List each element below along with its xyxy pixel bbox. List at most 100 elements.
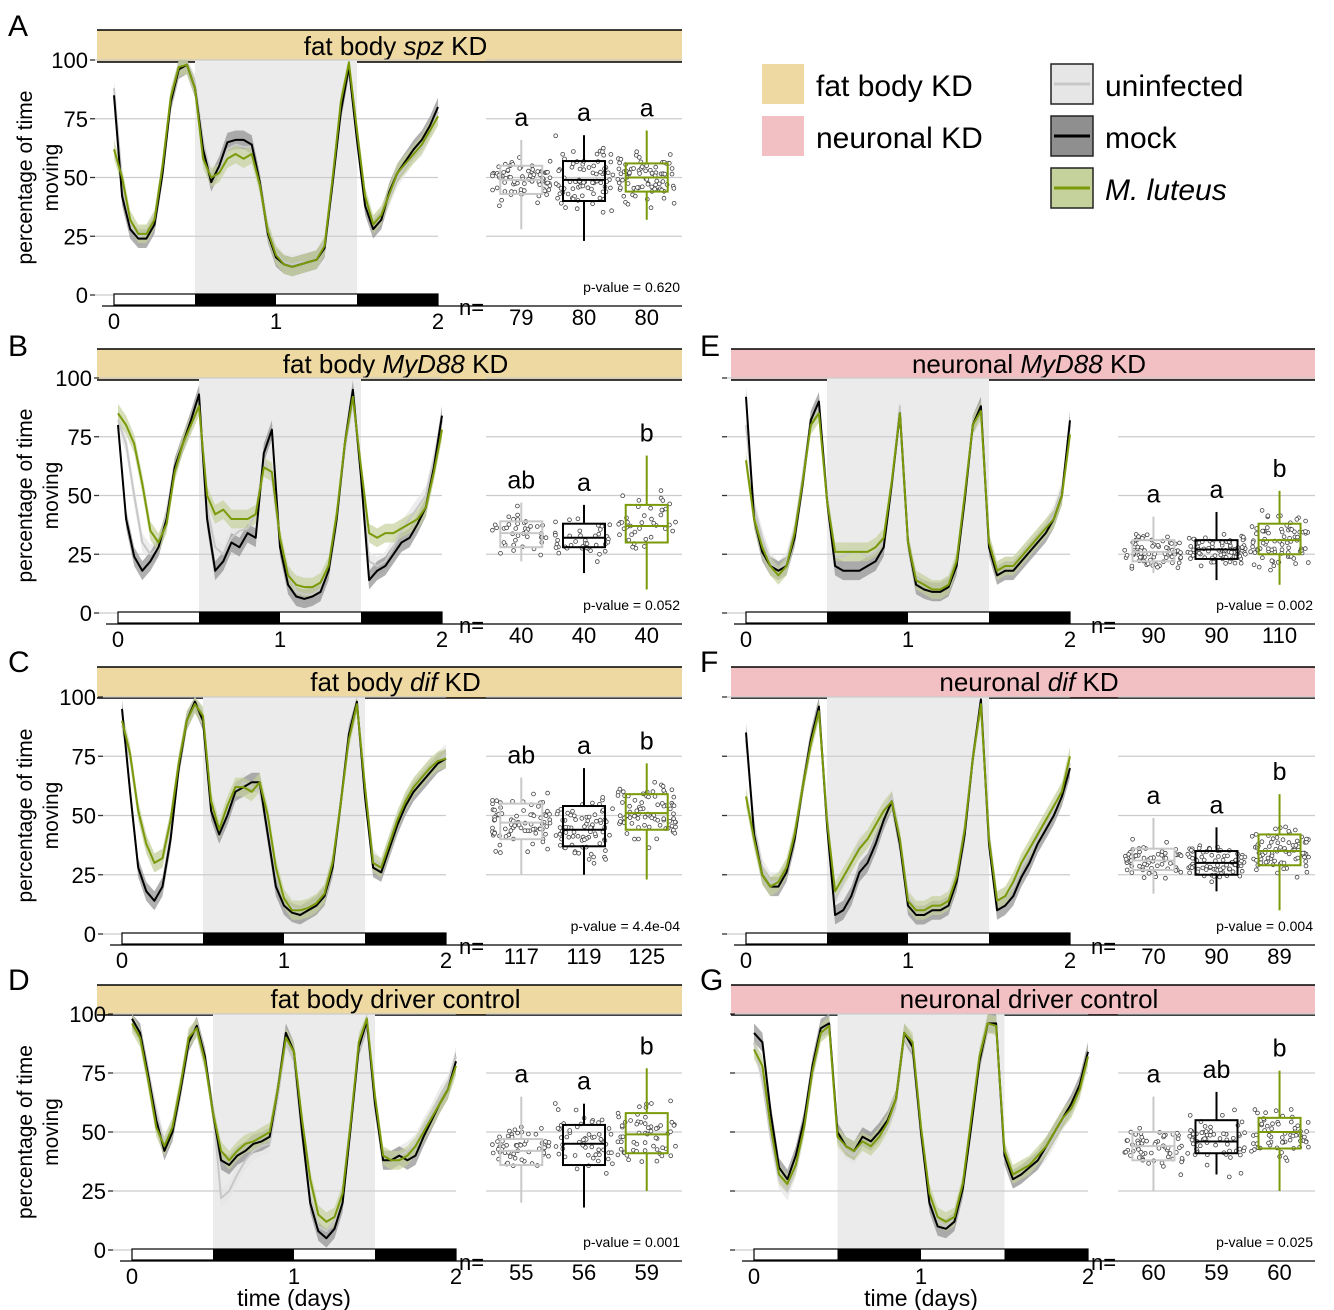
jitter-point: [547, 811, 552, 817]
jitter-point: [608, 152, 614, 157]
y-axis-label: moving: [40, 144, 63, 212]
jitter-point: [592, 812, 598, 817]
x-tick-label: 2: [432, 309, 444, 334]
jitter-point: [590, 1155, 596, 1161]
jitter-point: [533, 1131, 539, 1137]
n-value: 89: [1267, 944, 1291, 969]
box-iqr: [624, 503, 669, 544]
jitter-point: [502, 826, 508, 832]
title-part: fat body: [304, 31, 404, 61]
x-tick-label: 2: [1082, 1264, 1094, 1289]
jitter-point: [610, 1161, 615, 1167]
jitter-point: [641, 513, 647, 518]
series-line-1: [121, 700, 447, 916]
n-prefix: n=: [1091, 934, 1116, 959]
jitter-point: [1304, 869, 1310, 875]
title-part: KD: [437, 667, 480, 697]
jitter-point: [1137, 1126, 1142, 1131]
jitter-point: [600, 795, 605, 800]
jitter-point: [1187, 1113, 1193, 1118]
jitter-point: [625, 181, 631, 186]
jitter-point: [620, 177, 625, 183]
jitter-point: [515, 512, 520, 518]
jitter-point: [669, 171, 675, 177]
jitter-point: [618, 1139, 624, 1145]
jitter-point: [1203, 1129, 1209, 1134]
x-tick-label: 0: [748, 1264, 760, 1289]
title-part: fat body: [310, 667, 410, 697]
jitter-point: [1225, 1141, 1230, 1147]
jitter-point: [1202, 1124, 1208, 1129]
y-axis-label: percentage of time: [14, 91, 37, 265]
jitter-point: [1272, 858, 1277, 864]
jitter-point: [546, 1153, 551, 1159]
jitter-point: [1281, 866, 1286, 871]
panel-title: neuronal dif KD: [939, 667, 1118, 697]
jitter-point: [521, 188, 527, 193]
jitter-point: [528, 524, 533, 529]
significance-letter: a: [577, 732, 591, 760]
significance-letter: b: [640, 420, 654, 448]
jitter-point: [535, 200, 540, 206]
jitter-point: [637, 1104, 642, 1109]
jitter-point: [600, 149, 605, 154]
jitter-point: [625, 201, 631, 207]
jitter-point: [498, 550, 503, 556]
jitter-point: [1164, 555, 1169, 560]
jitter-point: [1248, 549, 1253, 554]
jitter-point: [514, 1143, 520, 1148]
jitter-point: [594, 818, 599, 824]
jitter-point: [552, 1101, 558, 1106]
jitter-point: [1163, 855, 1169, 861]
jitter-point: [589, 1144, 595, 1150]
jitter-point: [1231, 1136, 1236, 1141]
jitter-point: [1306, 1144, 1311, 1150]
jitter-point: [643, 168, 648, 174]
n-value: 59: [1204, 1260, 1228, 1285]
jitter-point: [1306, 854, 1311, 860]
panel-letter: C: [8, 646, 30, 679]
jitter-point: [1227, 1174, 1232, 1180]
jitter-point: [1174, 1130, 1180, 1136]
jitter-point: [585, 1152, 591, 1158]
y-tick-label: 50: [72, 804, 96, 829]
jitter-point: [545, 846, 550, 852]
jitter-point: [1166, 1154, 1171, 1160]
jitter-point: [1210, 541, 1215, 546]
jitter-point: [1201, 857, 1207, 863]
legend-label-kd: neuronal KD: [816, 122, 983, 155]
jitter-point: [494, 185, 500, 191]
series-line-2: [113, 61, 439, 268]
jitter-point: [642, 1121, 648, 1126]
significance-letter: a: [1210, 476, 1224, 504]
jitter-point: [593, 171, 599, 177]
jitter-point: [638, 806, 643, 812]
jitter-point: [655, 817, 660, 823]
y-tick-label: 50: [64, 166, 88, 191]
jitter-point: [1303, 1139, 1309, 1145]
significance-letter: a: [514, 104, 528, 132]
jitter-point: [517, 166, 522, 171]
jitter-point: [1238, 560, 1244, 566]
jitter-point: [652, 779, 657, 785]
jitter-point: [1279, 529, 1285, 535]
jitter-point: [1139, 545, 1144, 550]
panel-title: fat body dif KD: [310, 667, 481, 697]
jitter-point: [575, 833, 581, 839]
jitter-point: [1155, 863, 1160, 869]
jitter-point: [573, 539, 578, 544]
jitter-point: [632, 529, 638, 535]
jitter-point: [593, 1152, 599, 1157]
legend-swatch-kd: [762, 64, 804, 104]
p-value: p-value = 4.4e-04: [571, 918, 681, 934]
title-italic-part: MyD88: [1020, 349, 1103, 379]
jitter-point: [570, 161, 576, 166]
jitter-point: [555, 195, 560, 201]
jitter-point: [1286, 840, 1292, 845]
x-axis-label: time (days): [237, 1285, 351, 1310]
jitter-point: [1300, 850, 1306, 856]
jitter-point: [1292, 1125, 1298, 1131]
jitter-point: [603, 857, 608, 862]
x-tick-label: 0: [108, 309, 120, 334]
jitter-point: [608, 185, 613, 191]
